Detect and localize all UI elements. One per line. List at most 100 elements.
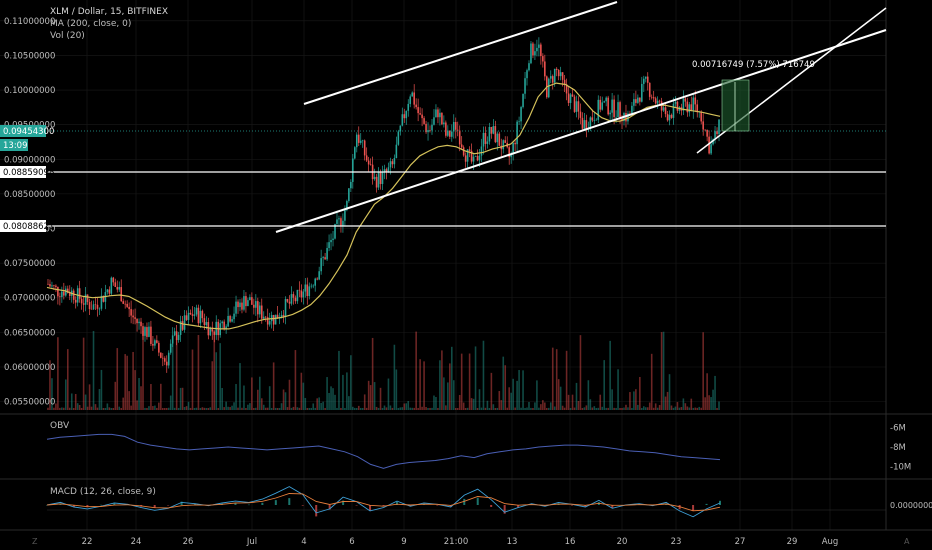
- channel-upper-trendline[interactable]: [303, 1, 618, 105]
- macd-hist-bar: [570, 505, 573, 506]
- volume-bar: [526, 407, 528, 410]
- candle-body: [169, 343, 172, 353]
- candle-body: [302, 291, 305, 298]
- candle-body: [534, 51, 536, 56]
- symbol-title[interactable]: XLM / Dollar, 15, BITFINEX: [50, 7, 168, 17]
- volume-bar: [316, 398, 318, 410]
- candle-body: [270, 315, 273, 322]
- volume-bar: [338, 350, 340, 410]
- candle-body: [502, 140, 505, 150]
- macd-hist-bar: [301, 505, 304, 506]
- volume-bar: [625, 404, 627, 410]
- candle-body: [350, 181, 352, 189]
- candle-body: [664, 107, 667, 115]
- macd-hist-bar: [342, 500, 345, 505]
- volume-bar: [409, 407, 412, 410]
- volume-bar: [318, 397, 320, 410]
- candle-body: [409, 96, 412, 104]
- price-range-measure-box[interactable]: [721, 79, 750, 132]
- volume-bar: [682, 398, 685, 410]
- candle-body: [540, 44, 542, 57]
- candle-body: [615, 117, 617, 118]
- support-2-tag-text: 0.08088621: [3, 222, 54, 232]
- candle-body: [257, 301, 259, 315]
- volume-indicator-label[interactable]: Vol (20): [50, 31, 85, 41]
- candle-body: [536, 47, 538, 52]
- volume-bar: [486, 400, 489, 410]
- candle-body: [474, 155, 477, 157]
- candle-body: [310, 285, 313, 287]
- time-tick-label: 6: [349, 537, 354, 547]
- candle-body: [100, 295, 103, 309]
- candle-body: [660, 101, 663, 111]
- candle-body: [280, 314, 283, 318]
- volume-bar: [670, 405, 673, 410]
- candle-body: [312, 285, 315, 287]
- volume-bar: [130, 405, 132, 410]
- candle-body: [282, 314, 285, 317]
- volume-bar: [59, 407, 61, 410]
- volume-bar: [72, 407, 75, 410]
- candle-body: [449, 130, 451, 137]
- volume-bar: [530, 407, 532, 410]
- macd-hist-bar: [395, 501, 398, 505]
- volume-bar: [367, 380, 370, 410]
- candle-body: [260, 305, 263, 319]
- candle-body: [328, 242, 330, 249]
- auto-scale-button[interactable]: A: [904, 537, 910, 546]
- candle-body: [90, 309, 93, 310]
- obv-axis[interactable]: -6M -8M -10M: [890, 424, 911, 473]
- volume-bar: [534, 402, 536, 410]
- candle-body: [239, 302, 241, 308]
- candle-body: [154, 340, 156, 346]
- candle-body: [160, 352, 162, 358]
- candle-body: [292, 294, 295, 298]
- candle-body: [613, 99, 615, 118]
- volume-bar: [219, 343, 221, 410]
- volume-bar: [90, 406, 93, 410]
- ma-indicator-label[interactable]: MA (200, close, 0): [50, 19, 131, 29]
- timezone-button[interactable]: Z: [32, 537, 38, 546]
- volume-bar: [122, 397, 124, 410]
- current-price-tag: [0, 125, 46, 137]
- volume-bar: [84, 394, 87, 410]
- price-tick-label: 0.07500000: [4, 259, 55, 269]
- candle-body: [51, 285, 53, 287]
- candle-body: [447, 130, 449, 136]
- volume-bar: [504, 365, 507, 410]
- volume-bar: [656, 407, 659, 410]
- time-axis[interactable]: 22 24 26 Jul 4 6 9 21:00 13 16 20 23 27 29 Aug: [82, 537, 839, 547]
- candle-body: [668, 114, 671, 121]
- volume-bar: [668, 374, 671, 410]
- candle-body: [264, 316, 267, 318]
- candle-body: [658, 100, 661, 102]
- volume-bar: [452, 380, 455, 410]
- candle-body: [450, 131, 453, 137]
- volume-bar: [195, 407, 198, 410]
- candle-body: [468, 149, 471, 151]
- volume-bar: [336, 407, 338, 410]
- volume-bar: [306, 407, 309, 410]
- macd-hist-bar: [705, 503, 708, 505]
- volume-bar: [603, 360, 605, 410]
- candle-body: [656, 100, 659, 104]
- macd-hist-bar: [180, 501, 183, 505]
- candle-body: [189, 312, 192, 315]
- volume-bar: [296, 407, 299, 410]
- channel-lower-trendline[interactable]: [275, 29, 887, 233]
- volume-bar: [167, 407, 170, 410]
- candle-body: [650, 96, 653, 98]
- volume-bar: [676, 402, 679, 410]
- candle-body: [373, 176, 376, 180]
- candle-body: [443, 122, 445, 125]
- candle-body: [654, 98, 657, 104]
- volume-bar: [211, 361, 214, 410]
- volume-bar: [124, 354, 126, 410]
- price-tick-label: 0.07000000: [4, 294, 55, 304]
- volume-bar: [110, 408, 113, 410]
- candle-body: [262, 316, 265, 319]
- volume-bar: [375, 406, 378, 410]
- macd-hist-bar: [382, 505, 385, 507]
